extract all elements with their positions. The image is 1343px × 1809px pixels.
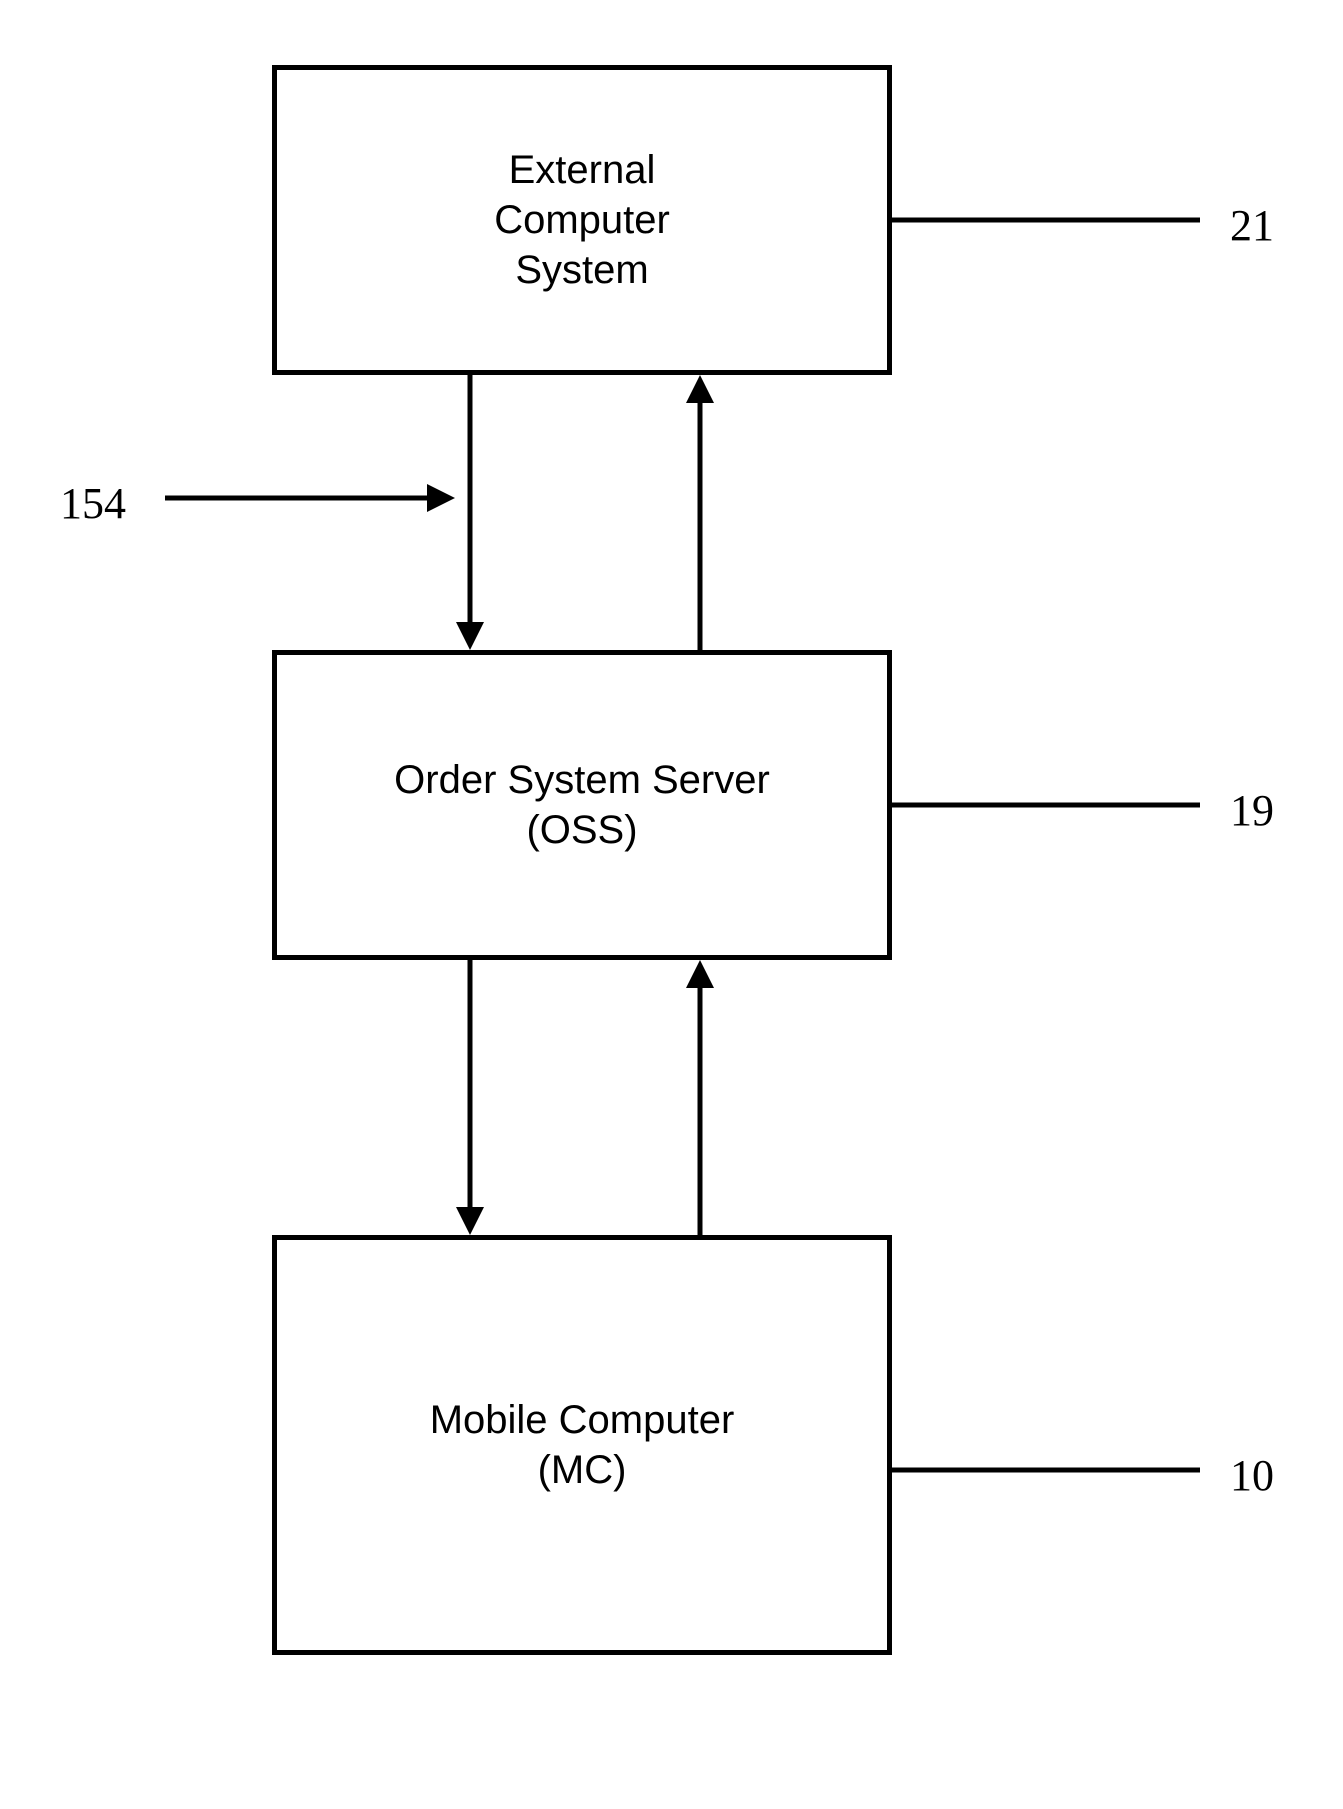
node-external-computer-system: External Computer System [272,65,892,375]
ref-label-10: 10 [1230,1450,1274,1501]
pointer-154-head [427,484,455,512]
ref-label-154: 154 [60,478,126,529]
ref-label-21: 21 [1230,200,1274,251]
node-label: External Computer System [494,145,670,295]
edge-oss-to-ext-head [686,375,714,403]
edge-oss-to-mc-head [456,1207,484,1235]
node-label: Order System Server (OSS) [394,755,770,855]
node-order-system-server: Order System Server (OSS) [272,650,892,960]
node-label: Mobile Computer (MC) [430,1395,735,1495]
edge-mc-to-oss-head [686,960,714,988]
node-mobile-computer: Mobile Computer (MC) [272,1235,892,1655]
diagram-canvas: External Computer System Order System Se… [0,0,1343,1809]
edge-ext-to-oss-head [456,622,484,650]
ref-label-19: 19 [1230,785,1274,836]
